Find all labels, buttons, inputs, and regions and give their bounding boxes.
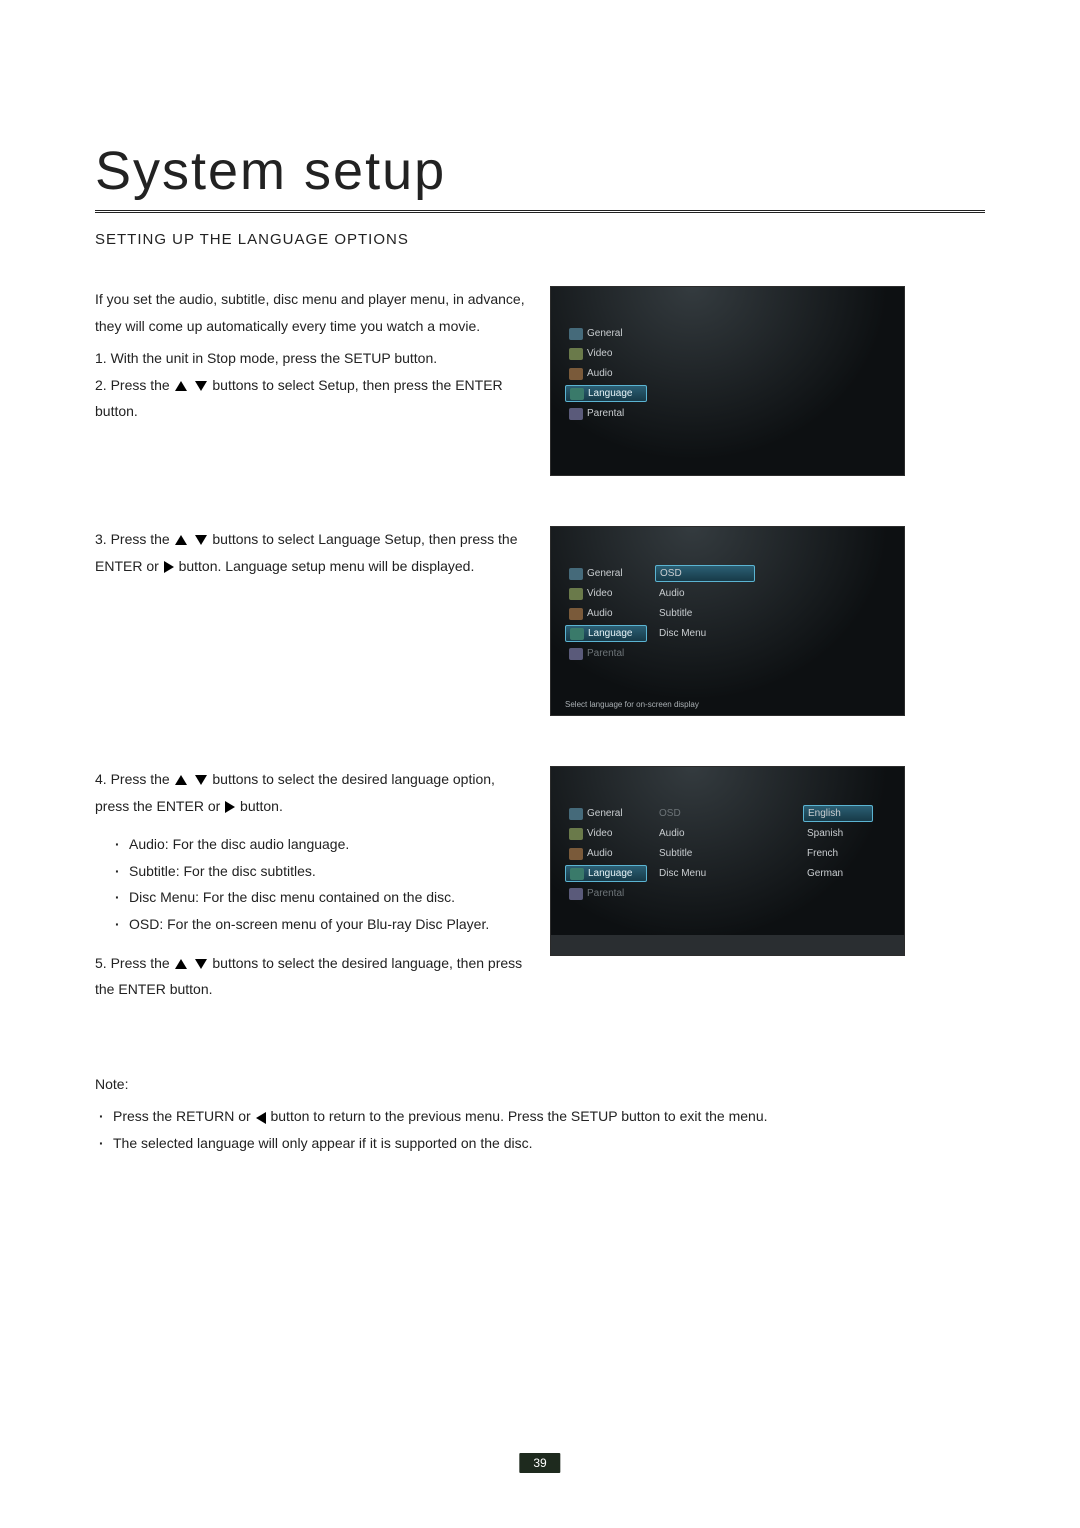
step-4-c: button. (240, 798, 283, 814)
menu-video: Video (565, 585, 647, 602)
up-icon (175, 775, 187, 785)
submenu-discmenu: Disc Menu (655, 865, 755, 882)
osd-sub-column: OSD Audio Subtitle Disc Menu (655, 805, 755, 902)
opt-osd: OSD: For the on-screen menu of your Blu-… (115, 911, 525, 938)
up-icon (175, 381, 187, 391)
osd-left-column: General Video Audio Language Parental (565, 565, 647, 662)
down-icon (195, 381, 207, 391)
submenu-audio: Audio (655, 585, 755, 602)
menu-general: General (565, 565, 647, 582)
lang-french: French (803, 845, 873, 862)
left-icon (256, 1112, 266, 1124)
step-2-a: 2. Press the (95, 377, 174, 393)
osd-hint: Select language for on-screen display (565, 700, 699, 709)
right-icon (164, 561, 174, 573)
osd-left-column: General Video Audio Language Parental (565, 805, 647, 902)
menu-video: Video (565, 345, 647, 362)
page: System setup SETTING UP THE LANGUAGE OPT… (0, 0, 1080, 1528)
menu-parental: Parental (565, 405, 647, 422)
step-5: 5. Press the buttons to select the desir… (95, 950, 525, 1003)
note-1-b: button to return to the previous menu. P… (270, 1108, 767, 1124)
up-icon (175, 959, 187, 969)
text-block-1: If you set the audio, subtitle, disc men… (95, 286, 525, 425)
submenu-osd: OSD (655, 805, 755, 822)
note-list: Press the RETURN or button to return to … (95, 1103, 975, 1156)
menu-video: Video (565, 825, 647, 842)
menu-general: General (565, 325, 647, 342)
opt-discmenu: Disc Menu: For the disc menu contained o… (115, 884, 525, 911)
row-notes: Note: Press the RETURN or button to retu… (95, 1053, 985, 1157)
menu-language-selected: Language (565, 385, 647, 402)
submenu-osd-selected: OSD (655, 565, 755, 582)
step-2: 2. Press the buttons to select Setup, th… (95, 372, 525, 425)
language-option-list: Audio: For the disc audio language. Subt… (95, 831, 525, 937)
menu-audio: Audio (565, 845, 647, 862)
note-2: The selected language will only appear i… (95, 1130, 975, 1157)
note-1-a: Press the RETURN or (113, 1108, 255, 1124)
intro-text: If you set the audio, subtitle, disc men… (95, 286, 525, 339)
menu-audio: Audio (565, 365, 647, 382)
opt-subtitle: Subtitle: For the disc subtitles. (115, 858, 525, 885)
opt-audio: Audio: For the disc audio language. (115, 831, 525, 858)
step-5-a: 5. Press the (95, 955, 174, 971)
osd-screenshot-2: General Video Audio Language Parental OS… (550, 526, 905, 716)
osd-footer-bar (551, 935, 904, 955)
down-icon (195, 959, 207, 969)
step-3-c: button. Language setup menu will be disp… (179, 558, 475, 574)
submenu-subtitle: Subtitle (655, 845, 755, 862)
note-1: Press the RETURN or button to return to … (95, 1103, 975, 1130)
up-icon (175, 535, 187, 545)
osd-screenshot-1: General Video Audio Language Parental (550, 286, 905, 476)
step-1: 1. With the unit in Stop mode, press the… (95, 345, 525, 372)
submenu-subtitle: Subtitle (655, 605, 755, 622)
lang-german: German (803, 865, 873, 882)
menu-audio: Audio (565, 605, 647, 622)
lang-spanish: Spanish (803, 825, 873, 842)
title-rule (95, 210, 985, 213)
row-2: 3. Press the buttons to select Language … (95, 526, 985, 716)
submenu-audio: Audio (655, 825, 755, 842)
note-heading: Note: (95, 1071, 975, 1098)
page-title: System setup (95, 140, 985, 202)
right-icon (225, 801, 235, 813)
row-3: 4. Press the buttons to select the desir… (95, 766, 985, 1003)
step-4-a: 4. Press the (95, 771, 174, 787)
page-number: 39 (519, 1453, 560, 1473)
osd-sub-column: OSD Audio Subtitle Disc Menu (655, 565, 755, 662)
step-4: 4. Press the buttons to select the desir… (95, 766, 525, 819)
text-block-3: 4. Press the buttons to select the desir… (95, 766, 525, 1003)
submenu-discmenu: Disc Menu (655, 625, 755, 642)
lang-english-selected: English (803, 805, 873, 822)
menu-parental: Parental (565, 885, 647, 902)
osd-lang-column: English Spanish French German (803, 805, 873, 902)
notes-block: Note: Press the RETURN or button to retu… (95, 1053, 975, 1157)
down-icon (195, 775, 207, 785)
section-heading: SETTING UP THE LANGUAGE OPTIONS (95, 231, 985, 248)
menu-general: General (565, 805, 647, 822)
menu-language-selected: Language (565, 625, 647, 642)
menu-language-selected: Language (565, 865, 647, 882)
row-1: If you set the audio, subtitle, disc men… (95, 286, 985, 476)
menu-parental: Parental (565, 645, 647, 662)
step-3-a: 3. Press the (95, 531, 174, 547)
step-3: 3. Press the buttons to select Language … (95, 526, 525, 579)
osd-screenshot-3: General Video Audio Language Parental OS… (550, 766, 905, 956)
text-block-2: 3. Press the buttons to select Language … (95, 526, 525, 579)
osd-left-column: General Video Audio Language Parental (565, 325, 647, 422)
down-icon (195, 535, 207, 545)
